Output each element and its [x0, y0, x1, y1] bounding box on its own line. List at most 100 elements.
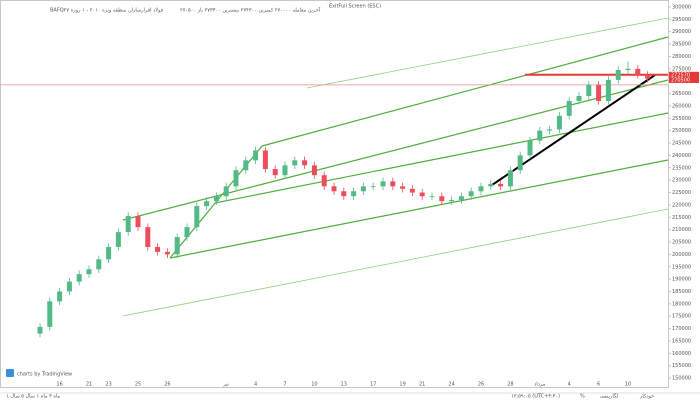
candle-body: [527, 140, 533, 156]
y-tick-label: 265000: [672, 91, 691, 97]
candle-body: [233, 170, 239, 187]
candle-body: [321, 175, 327, 187]
x-tick-label: 26: [164, 382, 170, 388]
price-marker: [669, 71, 699, 78]
y-tick-label: 170000: [672, 326, 691, 332]
y-tick-label: 150000: [672, 376, 691, 382]
x-tick-label: مرداد: [534, 382, 546, 388]
pitchfork-upper: [261, 36, 669, 147]
pitchfork-median: [122, 79, 669, 221]
candle-body: [380, 181, 386, 187]
y-tick-label: 185000: [672, 289, 691, 295]
pitchfork-outer-lower: [122, 208, 669, 317]
candle-body: [76, 274, 82, 282]
y-tick-label: 275000: [672, 66, 691, 72]
y-tick-label: 215000: [672, 215, 691, 221]
candle-body: [409, 188, 415, 193]
candle-body: [566, 100, 572, 116]
candle-body: [429, 196, 435, 198]
candle-body: [370, 186, 376, 188]
price-marker: [669, 76, 699, 83]
candle-body: [164, 251, 170, 255]
plot-area: [122, 17, 669, 317]
y-tick-label: 245000: [672, 141, 691, 147]
candle-body: [360, 186, 366, 192]
x-tick-label: 26: [478, 382, 484, 388]
x-tick-label: 19: [399, 382, 405, 388]
candle-body: [282, 165, 288, 176]
candle-body: [125, 216, 131, 233]
y-tick-label: 285000: [672, 42, 691, 48]
candle-body: [86, 269, 92, 275]
x-tick-label: 7: [283, 382, 286, 388]
toolbar-log[interactable]: لگاریتمی: [600, 393, 619, 400]
y-tick-label: 225000: [672, 190, 691, 196]
candle-body: [311, 165, 317, 176]
y-tick-label: 290000: [672, 29, 691, 35]
y-tick-label: 175000: [672, 314, 691, 320]
y-tick-label: 230000: [672, 178, 691, 184]
candle-body: [302, 160, 308, 166]
candle-body: [223, 186, 229, 197]
x-tick-label: 6: [597, 382, 600, 388]
candle-body: [507, 170, 513, 187]
y-tick-label: 165000: [672, 338, 691, 344]
watermark: ExitFull Screen (ESC): [329, 4, 381, 10]
candle-body: [243, 160, 249, 171]
candle-body: [439, 196, 445, 202]
x-tick-label: 24: [448, 382, 454, 388]
y-tick-label: 210000: [672, 227, 691, 233]
x-tick-label: 4: [568, 382, 571, 388]
candle-body: [586, 84, 592, 97]
price-marker-label: 272570: [671, 72, 690, 78]
candle-body: [47, 301, 53, 327]
x-tick-label: 16: [56, 382, 62, 388]
candle-body: [449, 199, 455, 202]
y-tick-label: 180000: [672, 301, 691, 307]
candle-body: [262, 150, 268, 170]
branding[interactable]: charts by TradingView: [17, 372, 72, 378]
y-tick-label: 240000: [672, 153, 691, 159]
candle-body: [478, 186, 484, 192]
x-tick-label: 10: [625, 382, 631, 388]
candle-body: [96, 259, 102, 270]
candle-body: [272, 169, 278, 176]
candle-body: [576, 96, 582, 101]
candle-body: [400, 186, 406, 189]
x-tick-label: 10: [311, 382, 317, 388]
y-tick-label: 260000: [672, 103, 691, 109]
candle-body: [635, 68, 641, 75]
candle-body: [135, 216, 141, 228]
y-tick-label: 255000: [672, 116, 691, 122]
pitchfork-outer-upper: [306, 17, 669, 89]
candle-body: [419, 192, 425, 197]
candle-body: [213, 196, 219, 202]
toolbar-auto[interactable]: خودکار: [639, 394, 654, 400]
y-tick-label: 235000: [672, 165, 691, 171]
toolbar-clock: ۱۲:۵۹:۰۵ (UTC+۳:۳۰): [511, 394, 560, 400]
candle-body: [57, 291, 63, 302]
candle-body: [547, 129, 553, 131]
candle-body: [194, 206, 200, 228]
y-tick-label: 155000: [672, 363, 691, 369]
x-tick-label: 25: [135, 382, 141, 388]
candle-body: [331, 186, 337, 192]
candle-body: [155, 246, 161, 252]
candle-body: [390, 181, 396, 187]
y-tick-label: 220000: [672, 202, 691, 208]
candle-body: [253, 150, 259, 161]
candle-body: [204, 201, 210, 207]
candle-body: [174, 237, 180, 255]
pitchfork-inner: [214, 112, 669, 204]
candle-body: [106, 246, 112, 260]
candle-body: [37, 326, 43, 334]
candle-body: [115, 232, 121, 247]
symbol-info: BAFQ۲۷ فولاد افزارسازان منطقه ویژه ۲۰۱۰ …: [50, 8, 164, 14]
toolbar-percent[interactable]: %: [580, 394, 585, 400]
candle-body: [498, 183, 504, 187]
toolbar-ranges[interactable]: ۱ ماه ۳ ماه ۱ سال ۵ سال: [6, 394, 61, 400]
candle-body: [66, 281, 72, 292]
x-tick-label: 21: [419, 382, 425, 388]
